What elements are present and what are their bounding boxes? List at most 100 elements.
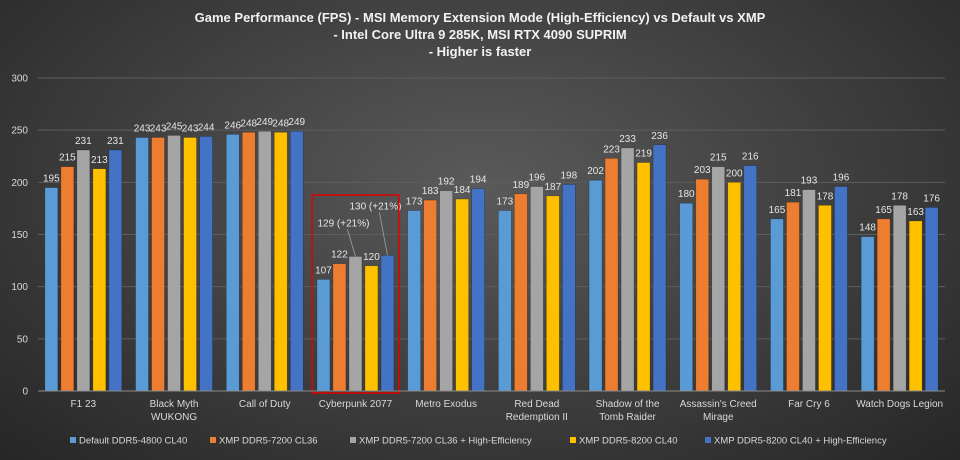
data-label: 198 [561, 170, 578, 181]
data-label: 244 [198, 122, 215, 133]
bar [364, 265, 379, 392]
y-tick-label: 0 [22, 387, 28, 398]
bar [225, 134, 240, 392]
bar [332, 263, 347, 392]
x-tick-label: Tomb Raider [599, 412, 656, 423]
bar [620, 147, 635, 392]
data-label: 193 [801, 176, 818, 187]
data-label: 249 [256, 117, 273, 128]
legend-label: XMP DDR5-8200 CL40 [579, 436, 678, 447]
bar [151, 137, 165, 392]
data-label: 165 [875, 205, 892, 216]
x-tick-label: WUKONG [151, 412, 197, 423]
data-label: 122 [331, 250, 348, 261]
bar [108, 149, 123, 392]
bar [199, 136, 213, 392]
data-label: 192 [438, 177, 455, 188]
data-label: 243 [134, 123, 151, 134]
data-label: 243 [182, 123, 199, 134]
x-tick-label: Call of Duty [239, 399, 291, 410]
data-label: 246 [224, 120, 241, 131]
legend-label: XMP DDR5-8200 CL40 + High-Efficiency [714, 436, 887, 447]
data-label: 245 [166, 121, 183, 132]
data-label: 107 [315, 265, 332, 276]
bar [652, 144, 667, 392]
legend-label: Default DDR5-4800 CL40 [79, 436, 187, 447]
bar [770, 218, 784, 392]
bar [802, 189, 816, 392]
x-tick-label: Red Dead [514, 399, 559, 410]
bar [289, 130, 304, 392]
bar [604, 158, 619, 392]
x-tick-label: Mirage [703, 412, 734, 423]
bar [546, 195, 560, 392]
bar [92, 168, 107, 392]
data-label: 194 [470, 175, 487, 186]
y-tick-label: 250 [11, 126, 28, 137]
bar [348, 256, 363, 392]
bar [44, 187, 59, 392]
y-tick-label: 100 [11, 282, 28, 293]
bar [380, 255, 395, 392]
bar [60, 166, 75, 392]
data-label: 196 [529, 173, 546, 184]
legend-swatch [210, 437, 216, 443]
bar [876, 218, 891, 392]
bar [727, 182, 742, 392]
bar [786, 201, 800, 392]
bar [183, 137, 197, 392]
data-label: 196 [833, 173, 850, 184]
data-label: 243 [150, 123, 167, 134]
bar [860, 236, 875, 392]
data-label: 216 [742, 152, 759, 163]
legend-swatch [350, 437, 356, 443]
bar [679, 202, 694, 392]
data-label: 130 (+21%) [349, 201, 401, 212]
bar [818, 204, 832, 392]
data-label: 248 [272, 118, 289, 129]
chart-title-line: - Intel Core Ultra 9 285K, MSI RTX 4090 … [333, 27, 626, 42]
x-tick-label: F1 23 [71, 399, 97, 410]
chart-title-line: - Higher is faster [429, 44, 532, 59]
data-label: 223 [603, 144, 620, 155]
data-label: 165 [769, 205, 786, 216]
x-tick-label: Metro Exodus [415, 399, 477, 410]
data-label: 178 [817, 191, 834, 202]
bar [316, 279, 331, 392]
bar [273, 131, 288, 392]
chart-title-line: Game Performance (FPS) - MSI Memory Exte… [195, 10, 766, 25]
bar [562, 184, 576, 392]
bar [241, 131, 256, 392]
data-label: 163 [907, 207, 924, 218]
data-label: 249 [288, 117, 305, 128]
bar [588, 179, 603, 392]
x-tick-label: Black Myth [150, 399, 199, 410]
data-label: 219 [635, 149, 652, 160]
data-label: 183 [422, 186, 439, 197]
leader-line [379, 212, 388, 256]
x-tick-label: Redemption II [506, 412, 568, 423]
y-tick-label: 50 [17, 334, 29, 345]
data-label: 195 [43, 174, 60, 185]
x-tick-label: Watch Dogs Legion [856, 399, 943, 410]
bar [924, 207, 939, 392]
x-tick-label: Assassin's Creed [680, 399, 757, 410]
data-label: 176 [923, 193, 940, 204]
data-label: 200 [726, 168, 743, 179]
legend-label: XMP DDR5-7200 CL36 + High-Efficiency [359, 436, 532, 447]
bar [530, 186, 544, 392]
data-label: 202 [587, 166, 604, 177]
legend-swatch [705, 437, 711, 443]
bar [76, 149, 91, 392]
bar [908, 220, 923, 392]
x-tick-label: Far Cry 6 [788, 399, 830, 410]
data-label: 184 [454, 185, 471, 196]
bar [439, 190, 453, 392]
x-tick-label: Cyberpunk 2077 [319, 399, 393, 410]
bar [135, 137, 149, 392]
bar [498, 210, 512, 392]
data-label: 180 [678, 189, 695, 200]
bar [407, 210, 421, 392]
highlight-box [311, 194, 400, 394]
data-label: 215 [59, 153, 76, 164]
